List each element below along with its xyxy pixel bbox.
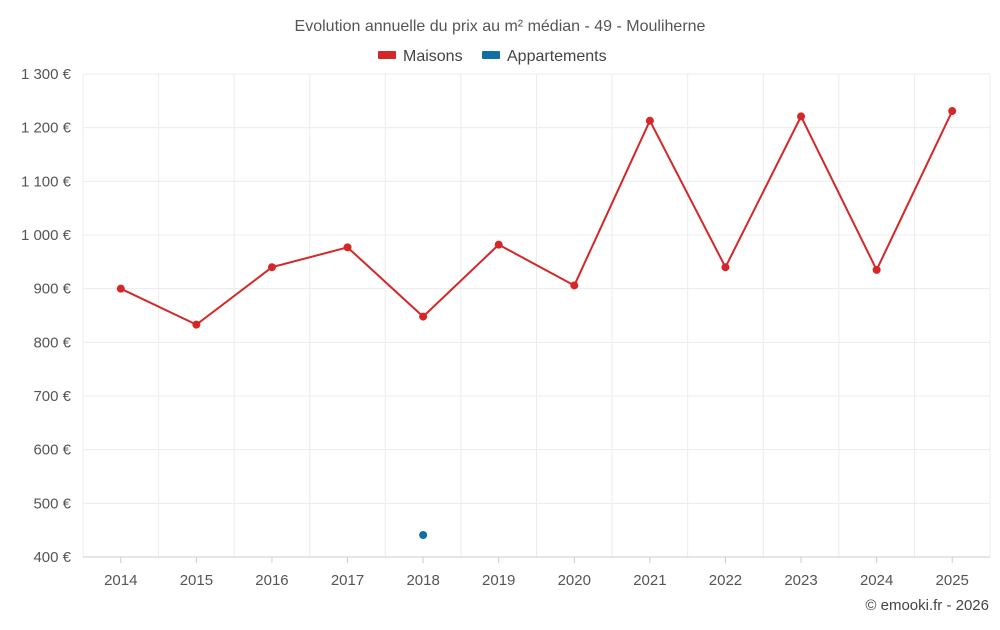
data-point-maisons[interactable] (192, 320, 201, 329)
chart-title: Evolution annuelle du prix au m² médian … (295, 18, 706, 35)
legend-label-maisons: Maisons (403, 48, 463, 65)
data-point-appartements[interactable] (419, 530, 428, 539)
data-point-maisons[interactable] (343, 243, 352, 252)
legend-item-appartements[interactable]: Appartements (482, 48, 607, 65)
y-tick-label: 400 € (33, 549, 71, 566)
legend-label-appartements: Appartements (507, 48, 607, 65)
y-tick-label: 800 € (33, 334, 71, 351)
data-point-maisons[interactable] (721, 263, 730, 272)
x-tick-label: 2025 (936, 572, 969, 589)
x-tick-label: 2015 (180, 572, 213, 589)
data-point-maisons[interactable] (267, 263, 276, 272)
data-point-maisons[interactable] (116, 284, 125, 293)
data-point-maisons[interactable] (872, 265, 881, 274)
x-tick-label: 2016 (255, 572, 288, 589)
axes: 400 € 500 € 600 € 700 € 800 € 900 € 1 000 € 1 1… (21, 66, 990, 589)
x-tick-label: 2018 (406, 572, 439, 589)
data-point-maisons[interactable] (494, 240, 503, 249)
y-tick-label: 900 € (33, 281, 71, 298)
legend: Maisons Appartements (378, 48, 607, 65)
data-point-maisons[interactable] (419, 312, 428, 321)
y-tick-label: 600 € (33, 442, 71, 459)
x-tick-label: 2019 (482, 572, 515, 589)
x-tick-label: 2023 (784, 572, 817, 589)
data-point-maisons[interactable] (645, 116, 654, 125)
y-tick-label: 1 000 € (21, 227, 72, 244)
y-tick-label: 1 100 € (21, 173, 72, 190)
x-tick-label: 2022 (709, 572, 742, 589)
y-tick-label: 500 € (33, 495, 71, 512)
series (116, 107, 957, 539)
x-tick-label: 2017 (331, 572, 364, 589)
y-tick-label: 1 300 € (21, 66, 72, 83)
data-point-maisons[interactable] (948, 107, 957, 116)
x-tick-label: 2014 (104, 572, 137, 589)
legend-swatch-appartements (482, 51, 500, 59)
x-tick-label: 2021 (633, 572, 666, 589)
series-line-maisons (120, 110, 954, 326)
data-point-maisons[interactable] (570, 281, 579, 290)
legend-item-maisons[interactable]: Maisons (378, 48, 463, 65)
y-tick-label: 1 200 € (21, 120, 72, 137)
copyright-credit: © emooki.fr - 2026 (865, 597, 989, 614)
grid (82, 73, 991, 557)
data-point-maisons[interactable] (797, 112, 806, 121)
x-tick-label: 2024 (860, 572, 893, 589)
y-tick-label: 700 € (33, 388, 71, 405)
legend-swatch-maisons (378, 51, 396, 59)
x-tick-label: 2020 (558, 572, 591, 589)
